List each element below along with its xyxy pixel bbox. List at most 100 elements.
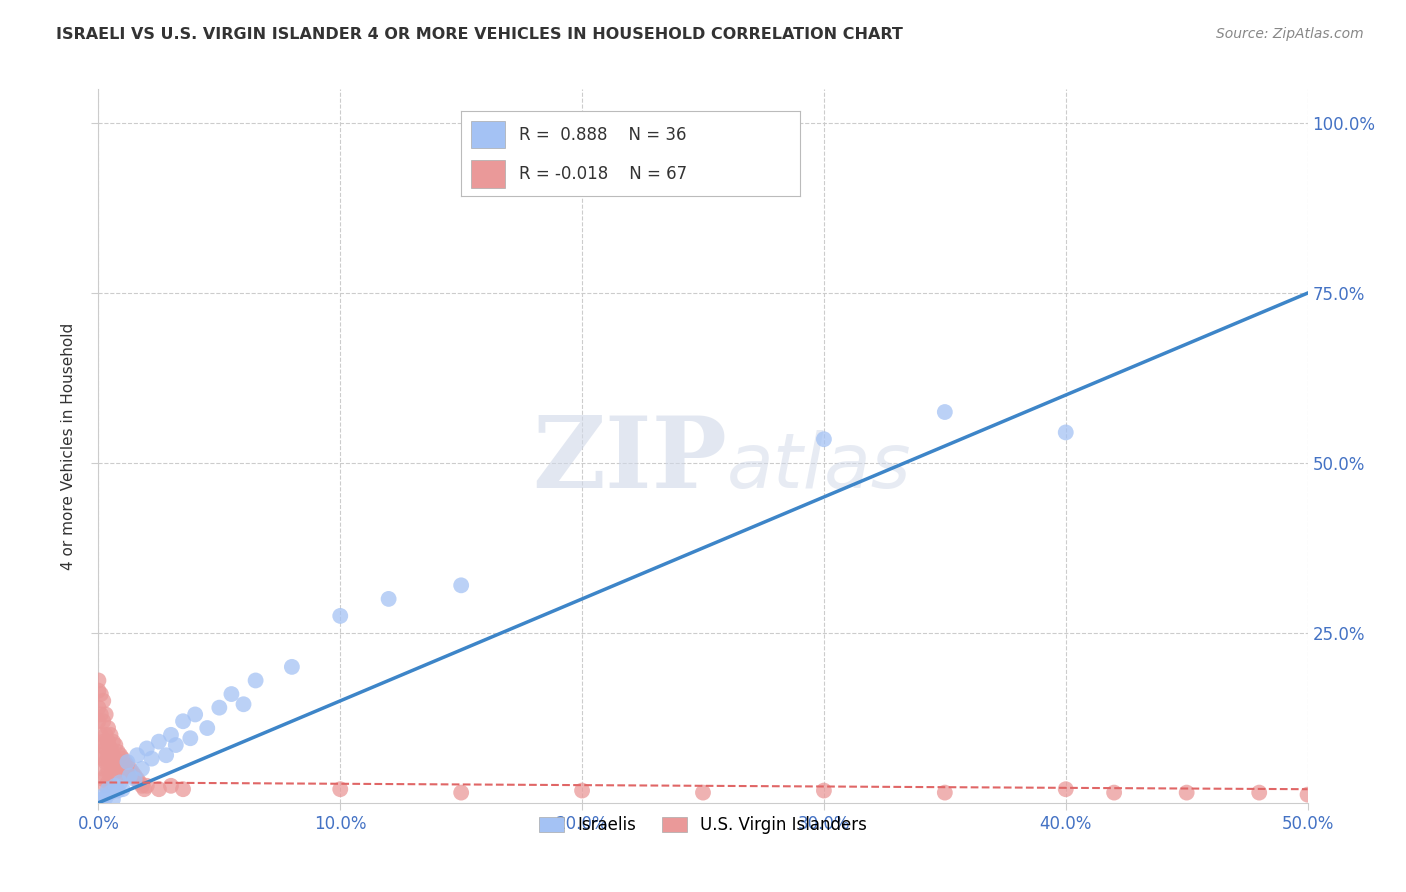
- Point: [91, 714, 114, 729]
- Point: [134, 782, 156, 797]
- Point: [184, 707, 207, 722]
- Point: [124, 772, 146, 786]
- Y-axis label: 4 or more Vehicles in Household: 4 or more Vehicles in Household: [60, 322, 76, 570]
- Point: [155, 748, 177, 763]
- Point: [141, 751, 163, 765]
- Point: [100, 728, 122, 742]
- Point: [90, 738, 112, 752]
- Point: [1249, 786, 1271, 800]
- Point: [450, 786, 472, 800]
- Point: [111, 751, 134, 765]
- Point: [87, 700, 110, 714]
- Point: [94, 728, 117, 742]
- Point: [87, 714, 110, 729]
- Text: ZIP: ZIP: [533, 412, 727, 508]
- Point: [107, 758, 129, 772]
- Point: [281, 660, 304, 674]
- Point: [934, 786, 956, 800]
- Point: [1102, 786, 1125, 800]
- Point: [114, 755, 136, 769]
- Point: [1175, 786, 1198, 800]
- Point: [329, 782, 352, 797]
- Point: [97, 782, 120, 797]
- Point: [131, 762, 153, 776]
- Point: [377, 591, 399, 606]
- Point: [97, 775, 120, 789]
- Point: [97, 762, 120, 776]
- Point: [127, 748, 149, 763]
- Point: [104, 751, 127, 765]
- Point: [124, 769, 146, 783]
- Point: [101, 792, 124, 806]
- Point: [101, 762, 124, 776]
- Point: [107, 745, 129, 759]
- Point: [94, 790, 117, 805]
- Point: [329, 608, 352, 623]
- Point: [91, 772, 114, 786]
- Point: [94, 769, 117, 783]
- Point: [172, 714, 194, 729]
- Point: [114, 769, 136, 783]
- Point: [127, 772, 149, 786]
- Point: [131, 779, 153, 793]
- Point: [90, 792, 112, 806]
- Point: [91, 751, 114, 765]
- Point: [94, 755, 117, 769]
- Point: [100, 741, 122, 756]
- Point: [160, 779, 183, 793]
- Point: [117, 755, 139, 769]
- Point: [208, 700, 231, 714]
- Point: [135, 779, 157, 793]
- Point: [101, 748, 124, 763]
- Point: [571, 783, 593, 797]
- Point: [160, 728, 183, 742]
- Point: [813, 783, 835, 797]
- Point: [104, 765, 127, 780]
- Point: [100, 786, 122, 800]
- Point: [245, 673, 267, 688]
- Point: [148, 782, 170, 797]
- Point: [90, 687, 112, 701]
- Point: [108, 748, 131, 763]
- Point: [195, 721, 218, 735]
- Point: [97, 748, 120, 763]
- Point: [94, 779, 117, 793]
- Point: [97, 721, 120, 735]
- Point: [117, 758, 139, 772]
- Point: [934, 405, 956, 419]
- Point: [692, 786, 714, 800]
- Point: [118, 769, 141, 783]
- Point: [118, 762, 141, 776]
- Point: [100, 755, 122, 769]
- Point: [94, 741, 117, 756]
- Point: [87, 673, 110, 688]
- Point: [91, 734, 114, 748]
- Point: [1054, 782, 1077, 797]
- Point: [450, 578, 472, 592]
- Point: [111, 765, 134, 780]
- Point: [107, 783, 129, 797]
- Point: [104, 779, 127, 793]
- Point: [101, 734, 124, 748]
- Point: [104, 738, 127, 752]
- Point: [135, 741, 157, 756]
- Point: [91, 762, 114, 776]
- Point: [111, 782, 134, 797]
- Point: [90, 707, 112, 722]
- Point: [172, 782, 194, 797]
- Point: [91, 789, 114, 803]
- Point: [108, 775, 131, 789]
- Point: [148, 734, 170, 748]
- Point: [90, 728, 112, 742]
- Point: [813, 432, 835, 446]
- Text: ISRAELI VS U.S. VIRGIN ISLANDER 4 OR MORE VEHICLES IN HOUSEHOLD CORRELATION CHAR: ISRAELI VS U.S. VIRGIN ISLANDER 4 OR MOR…: [56, 27, 903, 42]
- Point: [1296, 788, 1319, 802]
- Point: [90, 748, 112, 763]
- Text: Source: ZipAtlas.com: Source: ZipAtlas.com: [1216, 27, 1364, 41]
- Point: [87, 683, 110, 698]
- Point: [91, 694, 114, 708]
- Point: [100, 769, 122, 783]
- Legend: Israelis, U.S. Virgin Islanders: Israelis, U.S. Virgin Islanders: [533, 810, 873, 841]
- Point: [232, 698, 254, 712]
- Point: [1054, 425, 1077, 440]
